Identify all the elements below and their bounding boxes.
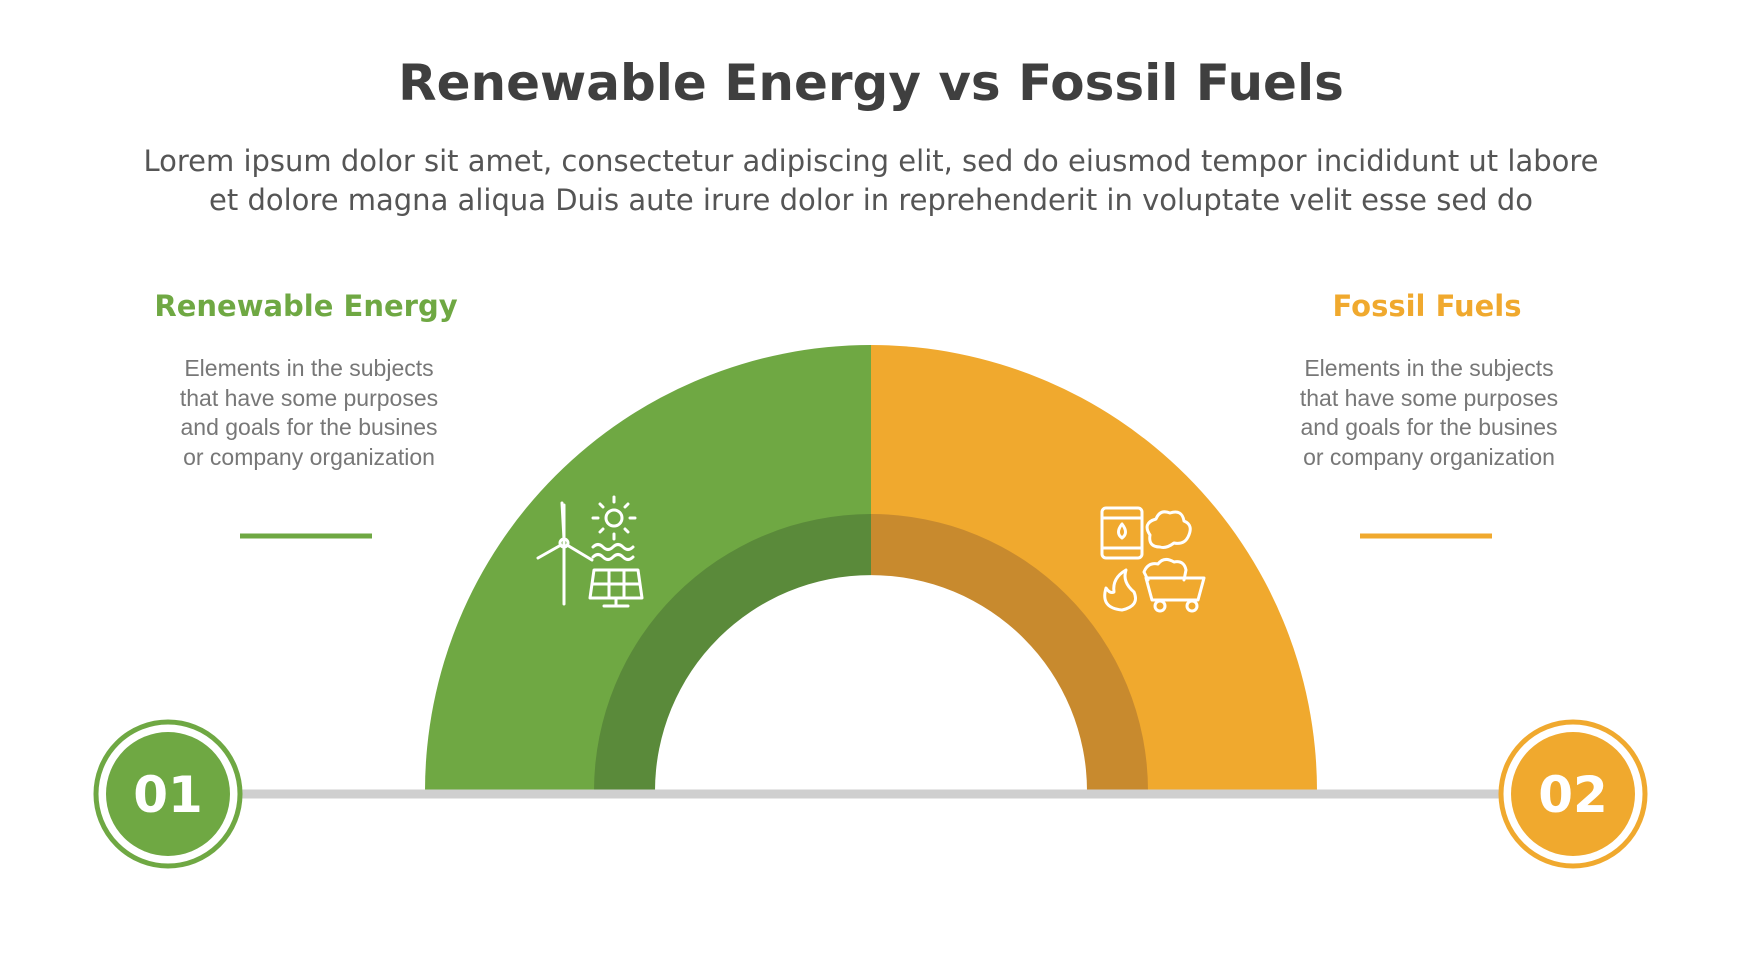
- subtitle-line: et dolore magna aliqua Duis aute irure d…: [209, 183, 1533, 217]
- title: Renewable Energy vs Fossil Fuels: [398, 54, 1344, 112]
- badge: 02: [1498, 719, 1648, 869]
- inner-hole: [655, 575, 1087, 791]
- renewable-icon: [536, 495, 644, 608]
- body-line: Elements in the subjects: [1304, 355, 1553, 381]
- badge-fill: [1511, 732, 1635, 856]
- body-line: that have some purposes: [180, 385, 438, 411]
- semicircle: [425, 345, 1317, 791]
- badge-number: 01: [133, 766, 203, 824]
- body-line: or company organization: [1303, 444, 1555, 470]
- heading: Renewable Energy: [154, 289, 457, 323]
- body-line: or company organization: [183, 444, 435, 470]
- body-line: and goals for the busines: [1300, 414, 1557, 440]
- fossil-icon: [1100, 506, 1206, 613]
- body-line: Elements in the subjects: [184, 355, 433, 381]
- body-line: that have some purposes: [1300, 385, 1558, 411]
- badge: 01: [93, 719, 243, 869]
- body-line: and goals for the busines: [180, 414, 437, 440]
- badge-fill: [106, 732, 230, 856]
- badge-number: 02: [1538, 766, 1608, 824]
- subtitle-line: Lorem ipsum dolor sit amet, consectetur …: [143, 144, 1598, 178]
- heading: Fossil Fuels: [1333, 289, 1522, 323]
